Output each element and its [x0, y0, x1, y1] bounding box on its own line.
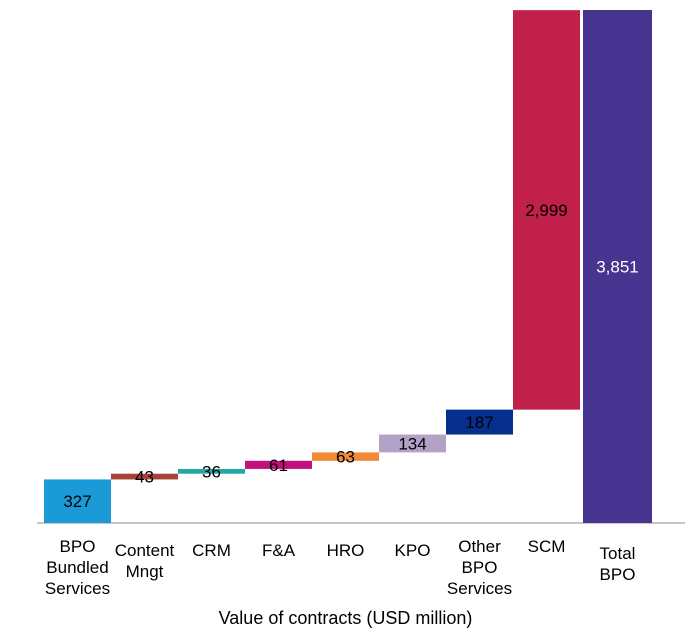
bar-4: [312, 452, 379, 461]
value-label-2: 36: [202, 462, 221, 481]
bar-8: [583, 10, 652, 523]
value-label-4: 63: [336, 448, 355, 467]
category-label-0: BPO Bundled Services: [44, 537, 111, 598]
category-label-5: KPO: [394, 541, 431, 560]
bar-6: [446, 409, 513, 435]
bar-3: [245, 460, 312, 469]
value-label-5: 134: [398, 434, 426, 453]
bars-group: [44, 10, 652, 523]
bar-2: [178, 468, 245, 474]
bar-1: [111, 473, 178, 480]
category-label-1: Content Mngt: [114, 541, 175, 581]
bar-5: [379, 434, 446, 453]
bar-7: [513, 10, 580, 410]
value-label-0: 327: [63, 492, 91, 511]
category-label-2: CRM: [192, 541, 231, 560]
category-label-4: HRO: [326, 541, 365, 560]
bar-0: [44, 479, 111, 523]
category-label-3: F&A: [261, 541, 296, 560]
value-labels-group: 327 43 36 61 63 134 187 2,999 3,851: [63, 201, 638, 511]
value-label-7: 2,999: [525, 201, 568, 220]
category-label-7: SCM: [527, 537, 566, 556]
category-label-6: Other BPO Services: [446, 537, 513, 598]
category-label-8: Total BPO: [599, 544, 636, 584]
value-label-3: 61: [269, 456, 288, 475]
value-label-6: 187: [465, 413, 493, 432]
x-axis-title: Value of contracts (USD million): [218, 608, 473, 628]
value-label-8: 3,851: [596, 258, 639, 277]
value-label-1: 43: [135, 468, 154, 487]
